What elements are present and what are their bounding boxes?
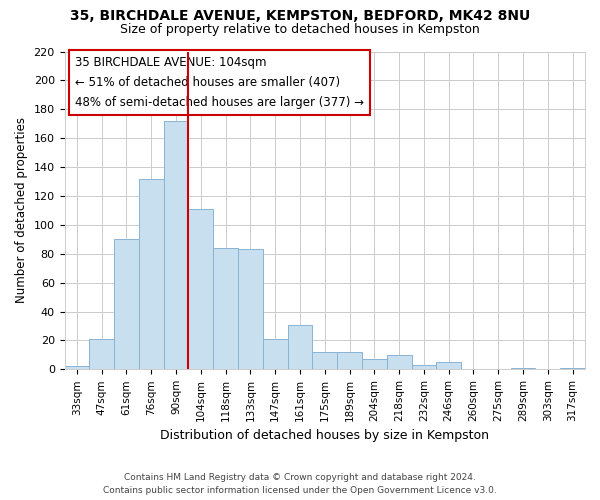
Bar bbox=[511, 368, 535, 370]
Text: Contains HM Land Registry data © Crown copyright and database right 2024.
Contai: Contains HM Land Registry data © Crown c… bbox=[103, 473, 497, 495]
Text: 35 BIRCHDALE AVENUE: 104sqm
← 51% of detached houses are smaller (407)
48% of se: 35 BIRCHDALE AVENUE: 104sqm ← 51% of det… bbox=[75, 56, 364, 110]
Y-axis label: Number of detached properties: Number of detached properties bbox=[15, 118, 28, 304]
Bar bbox=[188, 209, 213, 370]
Bar bbox=[164, 121, 188, 370]
X-axis label: Distribution of detached houses by size in Kempston: Distribution of detached houses by size … bbox=[160, 430, 489, 442]
Bar bbox=[65, 366, 89, 370]
Bar bbox=[139, 178, 164, 370]
Bar bbox=[560, 368, 585, 370]
Bar bbox=[337, 352, 362, 370]
Bar bbox=[287, 324, 313, 370]
Bar bbox=[114, 240, 139, 370]
Bar bbox=[213, 248, 238, 370]
Bar bbox=[89, 339, 114, 370]
Bar bbox=[362, 359, 387, 370]
Bar bbox=[263, 339, 287, 370]
Bar bbox=[313, 352, 337, 370]
Text: Size of property relative to detached houses in Kempston: Size of property relative to detached ho… bbox=[120, 22, 480, 36]
Text: 35, BIRCHDALE AVENUE, KEMPSTON, BEDFORD, MK42 8NU: 35, BIRCHDALE AVENUE, KEMPSTON, BEDFORD,… bbox=[70, 9, 530, 23]
Bar bbox=[412, 365, 436, 370]
Bar bbox=[238, 250, 263, 370]
Bar bbox=[387, 355, 412, 370]
Bar bbox=[436, 362, 461, 370]
